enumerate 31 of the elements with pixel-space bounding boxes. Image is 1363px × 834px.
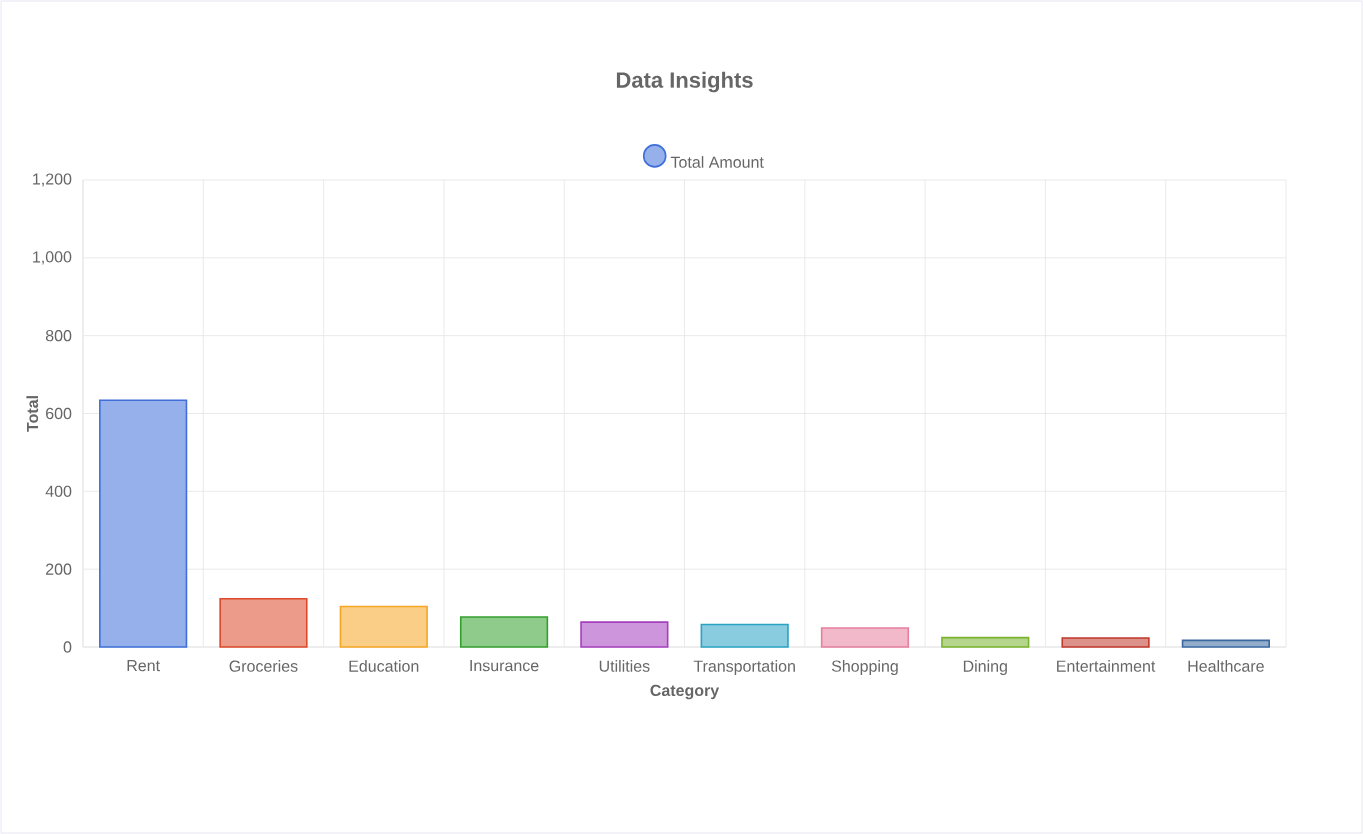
x-tick-label: Transportation	[693, 660, 795, 675]
bar	[580, 621, 669, 648]
y-tick-label: 800	[45, 330, 72, 342]
bar	[219, 597, 308, 648]
x-axis-title: Category	[650, 684, 720, 700]
bar	[700, 623, 789, 648]
legend-label: Total Amount	[670, 156, 764, 168]
x-tick-label: Rent	[127, 660, 160, 672]
x-tick-label: Groceries	[229, 660, 298, 672]
x-tick-label: Education	[349, 660, 419, 672]
chart-title: Data Insights	[616, 71, 753, 93]
y-tick-label: 1,200	[33, 173, 72, 187]
x-tick-label: Healthcare	[1188, 660, 1264, 672]
y-tick-label: 0	[63, 641, 72, 653]
bar	[1181, 639, 1270, 648]
bar	[339, 605, 428, 648]
x-tick-label: Utilities	[599, 660, 650, 672]
x-tick-label: Entertainment	[1057, 660, 1156, 672]
x-tick-label: Insurance	[470, 660, 539, 672]
y-tick-label: 400	[45, 485, 72, 497]
y-tick-label: 200	[46, 563, 72, 575]
y-tick-label: 1,000	[33, 251, 72, 265]
x-tick-label: Dining	[963, 660, 1007, 675]
y-axis-title: Total	[26, 396, 39, 432]
bar	[941, 636, 1030, 648]
bar	[459, 616, 549, 648]
y-tick-label: 600	[46, 407, 72, 420]
bar	[820, 627, 910, 648]
x-tick-label: Shopping	[831, 660, 898, 675]
bar	[1061, 637, 1150, 648]
bar	[99, 399, 188, 648]
